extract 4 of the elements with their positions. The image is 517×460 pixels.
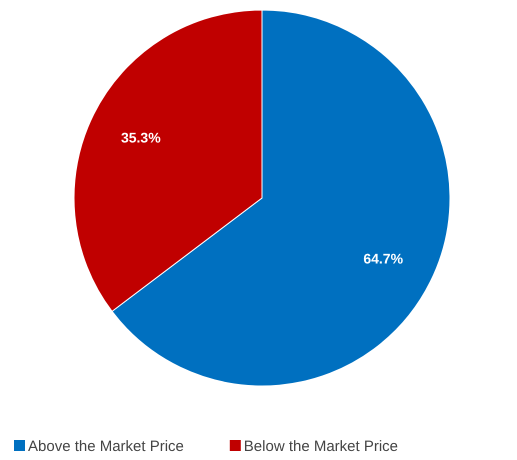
legend-label: Below the Market Price	[244, 438, 398, 455]
data-label: 64.7%	[363, 250, 404, 266]
data-label: 35.3%	[120, 130, 162, 146]
legend-label: Above the Market Price	[28, 438, 184, 455]
